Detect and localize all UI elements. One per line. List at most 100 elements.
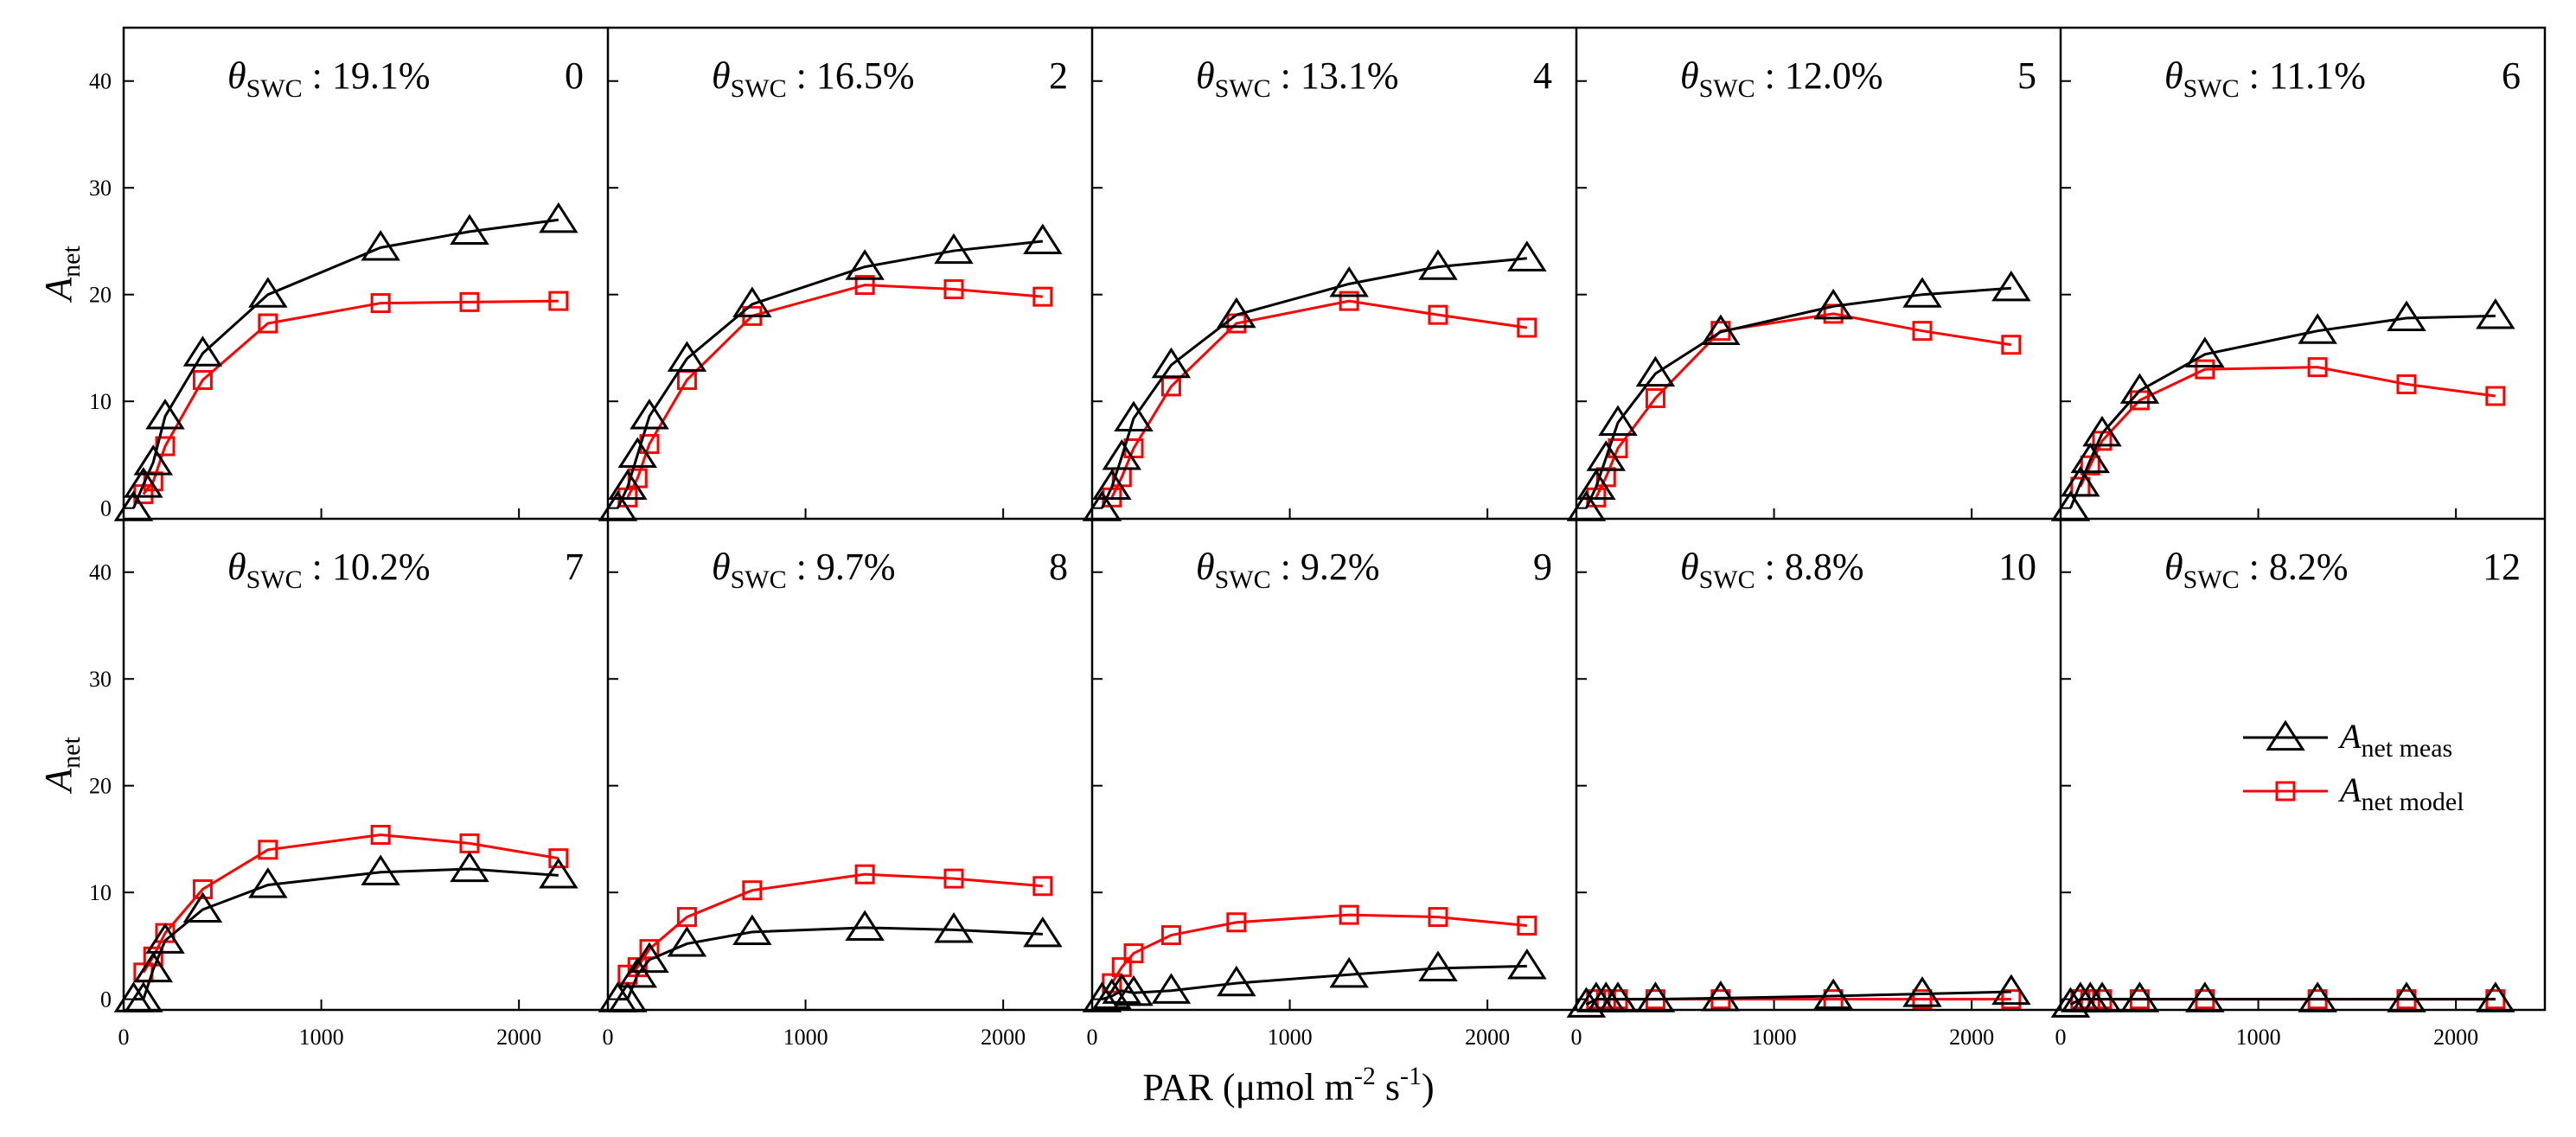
legend-label-sub: net model	[2361, 788, 2464, 816]
marker-meas	[1635, 355, 1676, 387]
panel-5: θSWC : 11.1% 6	[2050, 54, 2521, 521]
theta-subscript: SWC	[1699, 565, 1755, 594]
panel-6: 0 10 20 30 40 0 1000 2000 θSWC : 10.2% 7	[89, 546, 584, 1050]
marker-meas	[617, 437, 658, 469]
marker-model	[1032, 286, 1053, 307]
theta-value: : 13.1%	[1271, 54, 1399, 97]
marker-model	[1226, 912, 1247, 933]
theta-symbol: θ	[1196, 54, 1215, 97]
marker-meas	[2082, 415, 2122, 447]
y-axis-label: Anet	[37, 246, 86, 303]
day-label: 7	[565, 546, 584, 588]
y-axis-label-sub: net	[57, 246, 86, 278]
series-meas	[113, 201, 578, 521]
x-tick-label: 1000	[1268, 1025, 1313, 1050]
theta-subscript: SWC	[2183, 74, 2240, 103]
x-tick-label: 2000	[981, 1025, 1026, 1050]
panel-title: θSWC : 16.5%	[712, 54, 915, 103]
marker-meas	[2298, 313, 2337, 344]
marker-meas	[1023, 223, 1063, 255]
series-line-model	[626, 284, 1043, 498]
theta-value: : 12.0%	[1755, 54, 1883, 97]
day-label: 9	[1533, 546, 1552, 588]
series-line-meas	[617, 240, 1044, 509]
marker-model	[1339, 291, 1359, 311]
marker-meas	[598, 490, 638, 521]
theta-symbol: θ	[227, 54, 246, 97]
day-label: 10	[1998, 546, 2036, 588]
marker-meas	[539, 201, 578, 233]
panel-title: θSWC : 10.2%	[227, 546, 431, 594]
series-line-model	[142, 833, 559, 974]
x-label-sup: -1	[1400, 1062, 1422, 1090]
marker-model	[192, 369, 213, 390]
marker-meas	[2476, 981, 2515, 1012]
marker-meas	[133, 951, 174, 983]
theta-subscript: SWC	[246, 74, 303, 103]
panel-7: 0 1000 2000 θSWC : 9.7% 8	[598, 546, 1068, 1050]
marker-meas	[630, 942, 669, 974]
marker-model	[1160, 925, 1181, 946]
theta-symbol: θ	[1196, 546, 1215, 588]
panel-title: θSWC : 11.1%	[2164, 54, 2366, 103]
legend-label-base: A	[2337, 717, 2362, 756]
x-tick-label: 1000	[299, 1025, 344, 1050]
marker-meas	[113, 490, 154, 521]
day-label: 2	[1049, 54, 1068, 97]
theta-subscript: SWC	[1215, 565, 1271, 594]
marker-meas	[1114, 400, 1154, 432]
marker-meas	[1102, 439, 1142, 470]
marker-model	[459, 291, 480, 312]
marker-meas	[1635, 981, 1676, 1012]
series-line-meas	[2069, 998, 2496, 1006]
marker-meas	[1082, 490, 1122, 521]
x-axis-label: PAR (μmol m-2 s-1)	[1142, 1062, 1434, 1108]
panel-title: θSWC : 12.0%	[1680, 54, 1883, 103]
marker-model	[1339, 904, 1359, 925]
series-meas	[1082, 948, 1547, 1012]
y-tick-label: 20	[89, 774, 112, 799]
marker-model	[1517, 915, 1537, 936]
marker-meas	[1329, 956, 1369, 988]
marker-meas	[1566, 490, 1607, 521]
y-tick-label: 0	[100, 496, 112, 521]
marker-meas	[2061, 465, 2100, 497]
theta-subscript: SWC	[731, 74, 787, 103]
marker-meas	[608, 469, 648, 501]
marker-model	[258, 313, 278, 334]
marker-model	[1032, 876, 1053, 897]
panel-9: 0 1000 2000 θSWC : 8.8% 10	[1566, 546, 2036, 1050]
marker-meas	[1102, 973, 1142, 1004]
marker-model	[1912, 321, 1933, 342]
theta-value: : 8.2%	[2240, 546, 2349, 588]
series-line-model	[142, 299, 559, 495]
series-meas	[598, 223, 1063, 521]
x-tick-label: 0	[1087, 1025, 1098, 1050]
theta-symbol: θ	[227, 546, 246, 588]
theta-symbol: θ	[712, 54, 731, 97]
series-line-model	[1110, 913, 1528, 984]
marker-meas	[1217, 297, 1256, 329]
y-axis-label-base: A	[37, 768, 80, 795]
marker-meas	[1701, 981, 1741, 1012]
marker-meas	[2387, 981, 2426, 1012]
marker-meas	[608, 981, 648, 1012]
marker-model	[943, 868, 964, 889]
y-tick-label: 40	[89, 69, 112, 94]
marker-meas	[934, 912, 974, 943]
marker-meas	[2119, 373, 2160, 404]
series-line-meas	[132, 218, 559, 509]
marker-meas	[1902, 976, 1942, 1007]
marker-model	[548, 291, 569, 311]
marker-meas	[248, 867, 288, 898]
marker-model	[639, 939, 660, 960]
x-tick-label: 2000	[1465, 1025, 1510, 1050]
marker-meas	[450, 214, 489, 245]
series-meas	[113, 851, 578, 1012]
theta-value: : 16.5%	[787, 54, 915, 97]
theta-value: : 9.2%	[1271, 546, 1380, 588]
marker-meas	[539, 858, 578, 889]
x-label-sup: -2	[1354, 1062, 1376, 1090]
marker-meas	[133, 444, 174, 476]
